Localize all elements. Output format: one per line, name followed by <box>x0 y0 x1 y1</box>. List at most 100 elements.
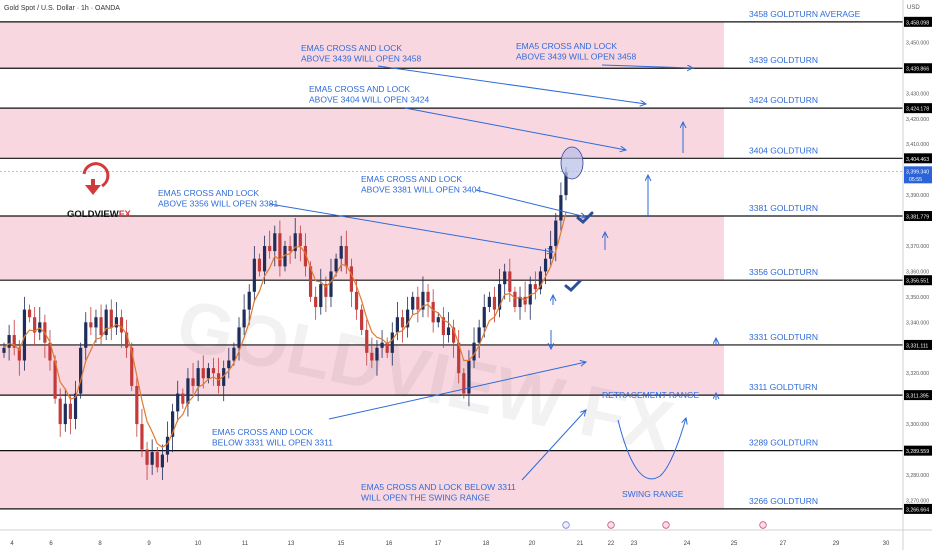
candle-body <box>457 342 461 374</box>
candle-body <box>242 309 246 328</box>
candle-body <box>303 245 308 267</box>
price-tag <box>904 339 932 350</box>
candle-body <box>354 291 359 310</box>
candle-body <box>68 403 73 419</box>
highlight-circle <box>560 146 584 180</box>
candle-body <box>237 327 241 348</box>
x-tick-label: 18 <box>483 541 490 547</box>
price-tag-text: 3,356.551 <box>906 279 929 285</box>
event-flag-icon <box>607 521 615 529</box>
candle-body <box>247 291 251 310</box>
annotation-arrow <box>328 362 586 420</box>
y-tick-label: 3,410.000 <box>906 142 929 148</box>
candle-body <box>155 452 159 468</box>
y-tick-label: 3,370.000 <box>906 244 929 250</box>
candle-body <box>22 309 27 361</box>
candle-body <box>344 245 348 267</box>
candle-body <box>262 245 267 272</box>
x-tick-label: 13 <box>288 541 295 547</box>
candle-body <box>288 245 292 252</box>
logo-icon-flame <box>85 179 101 195</box>
candle-body <box>160 454 164 468</box>
price-tag <box>904 390 932 401</box>
candle-body <box>441 317 445 336</box>
candle-body <box>549 245 553 259</box>
candle-body <box>293 233 297 252</box>
x-tick-label: 29 <box>833 541 840 547</box>
candle-body <box>150 452 154 465</box>
price-tag-text: 3,424.178 <box>906 107 929 113</box>
annotation-text: EMA5 CROSS AND LOCK BELOW 3311 <box>361 482 516 492</box>
x-tick-label: 15 <box>338 541 345 547</box>
candle-body <box>436 317 440 323</box>
annotation-arrow <box>521 410 586 481</box>
candle-body <box>58 398 62 425</box>
candle-body <box>125 332 129 348</box>
candle-body <box>564 172 568 196</box>
price-tag-text: 3,404.463 <box>906 157 929 163</box>
candle-body <box>109 309 113 328</box>
candle-body <box>273 233 277 252</box>
x-tick-label: 22 <box>608 541 615 547</box>
level-label: 3331 GOLDTURN <box>749 332 818 342</box>
y-tick-label: 3,450.000 <box>906 40 929 46</box>
annotation-arrow <box>475 189 586 217</box>
candle-body <box>431 301 435 323</box>
annotation-text: ABOVE 3381 WILL OPEN 3404 <box>361 185 481 195</box>
candle-body <box>411 296 415 310</box>
candle-body <box>17 347 21 361</box>
checkmark-icon <box>564 279 582 293</box>
candle-body <box>2 347 6 353</box>
annotation-text: WILL OPEN THE SWING RANGE <box>361 493 490 503</box>
price-tag <box>904 445 932 456</box>
candle-body <box>176 393 180 412</box>
x-tick-label: 23 <box>631 541 638 547</box>
y-axis: 3,458.098 3,439.866 3,424.178 3,404.463 3,38… <box>902 0 932 550</box>
candle-body <box>89 322 93 328</box>
annotation-text: SWING RANGE <box>622 489 684 499</box>
zones-layer <box>0 21 724 509</box>
candle-body <box>360 309 364 330</box>
candle-body <box>349 266 354 292</box>
candle-body <box>283 245 287 267</box>
y-tick-label: 3,300.000 <box>906 422 929 428</box>
y-tick-label: 3,350.000 <box>906 295 929 301</box>
candle-body <box>171 411 175 437</box>
x-tick-label: 25 <box>731 541 738 547</box>
brand-name-a: GOLDVIEW <box>67 209 119 220</box>
checkmark-icon <box>576 211 594 225</box>
price-tag <box>904 275 932 286</box>
price-tag-text: 3,439.866 <box>906 67 929 73</box>
candle-body <box>104 309 108 336</box>
candle-body <box>135 385 139 425</box>
logo-icon <box>82 162 110 188</box>
price-tag <box>904 16 932 27</box>
candle-body <box>472 342 476 361</box>
annotation-text: EMA5 CROSS AND LOCK <box>212 427 313 437</box>
y-tick-label: 3,360.000 <box>906 269 929 275</box>
countdown-text: 05:55 <box>909 177 922 183</box>
current-price-tag <box>904 166 932 184</box>
candle-body <box>518 296 522 308</box>
candle-body <box>508 271 512 292</box>
candle-body <box>467 360 471 394</box>
x-tick-label: 20 <box>529 541 536 547</box>
candle-body <box>298 233 302 246</box>
candle-body <box>79 347 83 394</box>
price-tag <box>904 503 932 514</box>
arrows-layer <box>269 64 716 481</box>
candle-body <box>7 335 11 348</box>
brand-logo: GOLDVIEWFX <box>67 162 132 220</box>
candle-body <box>211 368 216 374</box>
level-label: 3289 GOLDTURN <box>749 438 818 448</box>
event-flag-icon <box>562 521 570 529</box>
x-tick-label: 27 <box>780 541 787 547</box>
candle-body <box>48 342 52 361</box>
brand-name-b: FX <box>119 209 132 220</box>
candle-body <box>232 347 236 361</box>
candle-body <box>462 373 466 394</box>
annotation-arrow <box>601 64 693 68</box>
annotation-text: EMA5 CROSS AND LOCK <box>309 84 410 94</box>
